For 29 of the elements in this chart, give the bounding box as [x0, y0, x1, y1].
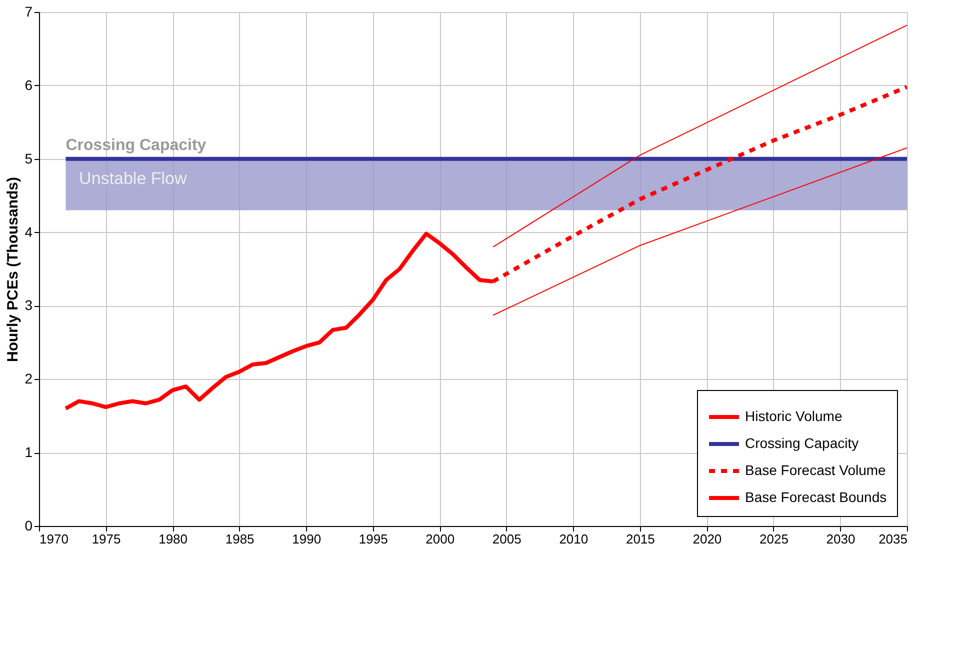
x-tick-label: 1970 [40, 532, 68, 546]
x-tick-label: 2025 [760, 532, 788, 546]
x-tick-label: 2015 [626, 532, 655, 546]
x-tick-label: 2000 [426, 532, 455, 546]
x-tick-label: 2005 [492, 532, 522, 546]
x-tick-label: 2010 [559, 532, 588, 546]
x-tick-label: 2020 [692, 532, 722, 546]
legend-label: Historic Volume [745, 408, 842, 424]
x-tick-label: 1995 [358, 532, 388, 546]
legend-label: Crossing Capacity [745, 435, 859, 451]
y-tick-label: 6 [24, 76, 33, 93]
x-tick-label: 1975 [92, 532, 121, 546]
y-tick-label: 3 [24, 297, 33, 314]
x-tick-label: 1985 [225, 532, 254, 546]
y-axis-title: Hourly PCEs (Thousands) [4, 176, 22, 362]
y-tick-label: 2 [24, 370, 33, 387]
y-tick-label: 4 [24, 224, 33, 240]
y-tick-label: 0 [24, 518, 33, 534]
annotation: Crossing Capacity [66, 136, 206, 154]
legend-label: Base Forecast Bounds [745, 489, 887, 505]
band-label: Unstable Flow [79, 168, 188, 188]
legend-label: Base Forecast Volume [745, 462, 886, 478]
x-tick-label: 2030 [826, 532, 856, 546]
y-tick-label: 7 [24, 4, 33, 20]
y-tick-label: 5 [24, 150, 33, 166]
y-tick-label: 1 [24, 444, 33, 460]
x-tick-label: 1980 [158, 532, 188, 546]
x-tick-label: 1990 [292, 532, 322, 546]
x-tick-label: 2035 [878, 532, 908, 546]
